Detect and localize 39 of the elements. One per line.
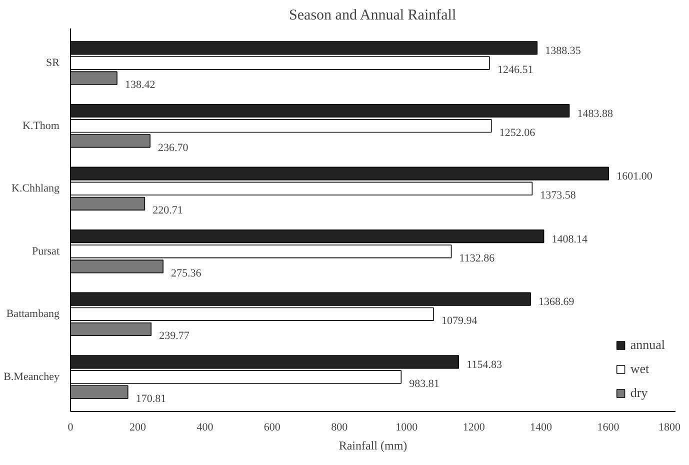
legend-label: wet	[630, 361, 650, 377]
y-tick-label: B.Meanchey	[4, 370, 60, 383]
legend-label: dry	[630, 385, 649, 401]
data-label: 1246.51	[497, 64, 534, 76]
data-label: 1601.00	[616, 170, 653, 183]
data-label: 1079.94	[441, 315, 478, 328]
x-tick-label: 1800	[658, 422, 681, 434]
data-label: 1483.88	[577, 108, 614, 120]
data-label: 1408.14	[552, 233, 588, 246]
data-label: 170.81	[136, 393, 166, 406]
data-label: 220.71	[152, 204, 183, 217]
x-tick-label: 0	[68, 422, 74, 434]
y-tick-label: K.Thom	[22, 120, 60, 132]
data-label: 1132.86	[459, 252, 496, 264]
y-tick-label: Pursat	[32, 245, 60, 258]
x-tick-label: 1400	[530, 422, 553, 434]
x-tick-label: 400	[196, 422, 214, 434]
data-label: 1154.83	[466, 358, 502, 371]
data-label: 275.36	[171, 267, 202, 280]
data-label: 138.42	[125, 79, 156, 92]
x-tick-label: 1600	[597, 422, 620, 434]
data-label: 236.70	[158, 142, 189, 154]
y-tick-label: SR	[46, 57, 60, 70]
x-tick-label: 200	[129, 422, 146, 434]
y-tick-label: K.Chhlang	[12, 182, 60, 195]
x-tick-label: 800	[331, 422, 348, 434]
data-label: 239.77	[159, 330, 190, 342]
data-label: 1252.06	[499, 126, 536, 139]
chart-title: Season and Annual Rainfall	[289, 8, 456, 24]
data-label: 983.81	[409, 378, 440, 390]
x-tick-label: 1200	[462, 422, 486, 434]
x-axis-title: Rainfall (mm)	[338, 438, 408, 452]
x-tick-label: 600	[264, 422, 281, 434]
legend-label: annual	[630, 337, 665, 353]
y-tick-label: Battambang	[6, 308, 60, 320]
data-label: 1373.58	[540, 190, 576, 202]
data-label: 1388.35	[545, 44, 582, 57]
data-label: 1368.69	[538, 296, 575, 308]
x-tick-label: 1000	[396, 422, 418, 434]
